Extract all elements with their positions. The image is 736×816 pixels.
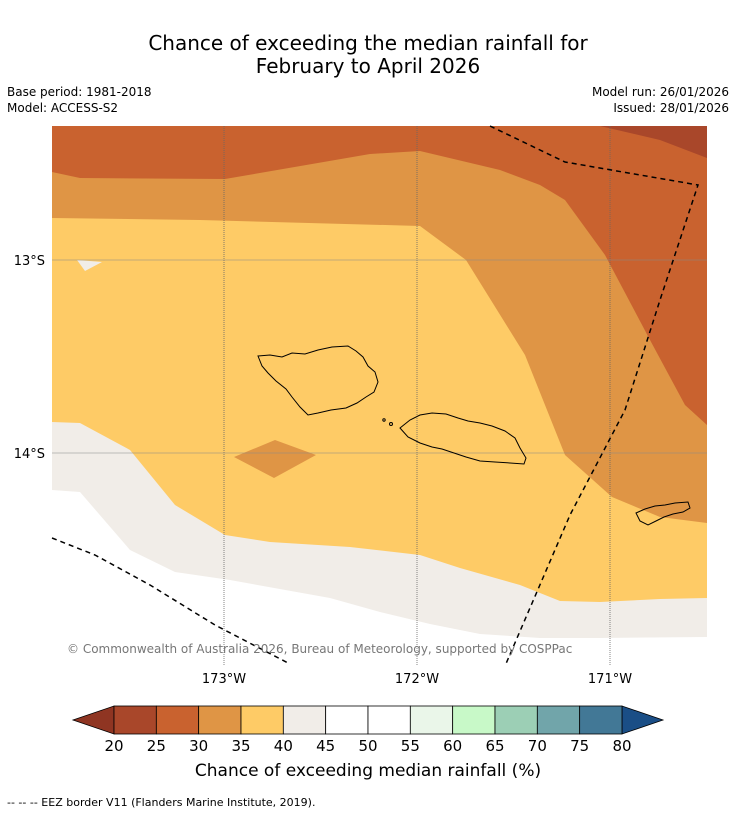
colorbar-tick-label: 50: [358, 737, 377, 755]
map-title-line-1: Chance of exceeding the median rainfall …: [148, 31, 588, 55]
lat-label-14s: 14°S: [14, 447, 45, 462]
colorbar-tick-label: 45: [316, 737, 335, 755]
colorbar-segment-11: [579, 705, 623, 735]
islands: [257, 345, 691, 526]
region-25-30: [52, 126, 707, 425]
colorbar-tick-label: 70: [528, 737, 547, 755]
lat-label-13s: 13°S: [14, 254, 45, 269]
base-period: Base period: 1981-2018: [7, 85, 152, 99]
colorbar-tick-label: 35: [231, 737, 250, 755]
map-title-line-2: February to April 2026: [255, 54, 481, 78]
colorbar-over-arrow: [621, 705, 665, 735]
eez-border-south: [51, 537, 291, 665]
diamond-region-30-35: [234, 440, 316, 478]
region-30-35: [52, 126, 707, 523]
colorbar-tick-label: 40: [274, 737, 293, 755]
colorbar-tick-label: 25: [147, 737, 166, 755]
eez-borders: [51, 125, 699, 667]
colorbar-segment-9: [494, 705, 538, 735]
parallels: [52, 259, 707, 454]
region-20-25: [600, 126, 707, 158]
lon-label-172w: 172°W: [395, 672, 439, 687]
colorbar-tick-label: 20: [104, 737, 123, 755]
eez-footnote: -- -- -- EEZ border V11 (Flanders Marine…: [7, 796, 316, 809]
colorbar-segment-2: [198, 705, 242, 735]
colorbar-segment-7: [409, 705, 454, 735]
eez-border-east: [489, 125, 699, 667]
colorbar-tick-label: 75: [570, 737, 589, 755]
model-name: Model: ACCESS-S2: [7, 101, 119, 115]
colorbar-tick-label: 60: [443, 737, 462, 755]
colorbar-segment-0: [113, 705, 157, 735]
map-figure: © Commonwealth of Australia 2026, Bureau…: [14, 125, 707, 755]
colorbar: 20 25 30 35 40 45 50 55 60 65 70 75 80: [71, 705, 665, 755]
savaii-island: [257, 345, 379, 416]
colorbar-segment-5: [325, 705, 369, 735]
colorbar-title: Chance of exceeding median rainfall (%): [194, 761, 542, 781]
colorbar-tick-label: 55: [401, 737, 420, 755]
colorbar-segment-10: [536, 705, 581, 735]
tutuila-island: [635, 501, 691, 526]
model-run: Model run: 26/01/2026: [591, 85, 729, 99]
issued-date: Issued: 28/01/2026: [613, 101, 729, 115]
colorbar-segment-1: [155, 705, 200, 735]
colorbar-tick-label: 65: [485, 737, 504, 755]
notch-region-40-45: [77, 260, 102, 271]
lon-label-173w: 173°W: [202, 672, 246, 687]
colorbar-under-arrow: [71, 705, 115, 735]
colorbar-segment-6: [367, 705, 411, 735]
graticule: [223, 126, 611, 666]
manono-island: [382, 418, 386, 422]
colorbar-segment-4: [282, 705, 327, 735]
upolu-island: [399, 412, 527, 465]
map-panel: [52, 126, 707, 666]
colorbar-segment-3: [240, 705, 284, 735]
colorbar-tick-label: 30: [189, 737, 208, 755]
copyright-notice: © Commonwealth of Australia 2026, Bureau…: [67, 642, 572, 656]
colorbar-segment-8: [452, 705, 496, 735]
colorbar-tick-label: 80: [612, 737, 631, 755]
apolima-island: [389, 422, 393, 426]
lon-label-171w: 171°W: [588, 672, 632, 687]
